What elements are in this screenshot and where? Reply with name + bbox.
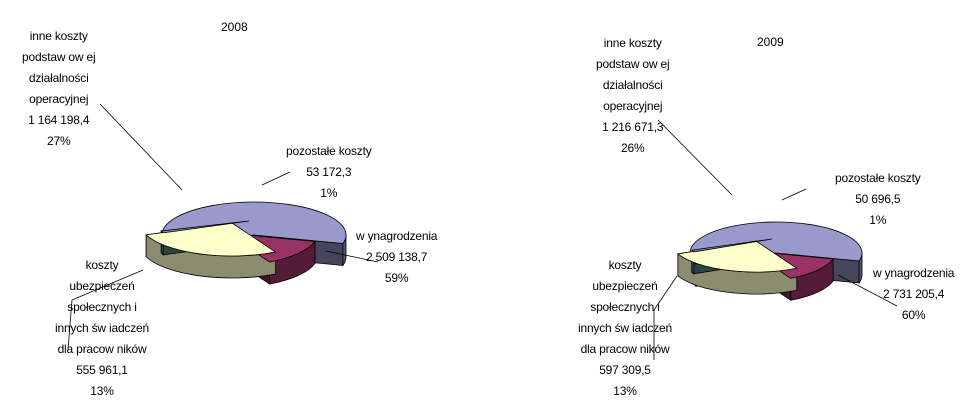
slice-percent: 60% <box>901 308 926 322</box>
leader-line-ubezpieczenia-1 <box>653 275 678 360</box>
slice-value: 53 172,3 <box>306 165 352 179</box>
slice-percent: 59% <box>384 271 409 285</box>
leader-line-pozostale-koszty-0 <box>261 171 291 186</box>
slice-name-line: działalności <box>28 71 89 85</box>
data-label-inne-koszty-0: inne koszty podstaw ow ej działalności oper… <box>22 26 96 152</box>
slice-name-line: innych św iadczeń <box>55 321 149 335</box>
chart-title-0: 2008 <box>221 20 248 34</box>
slice-name-line: podstaw ow ej <box>22 50 96 64</box>
data-label-pozostale-koszty-1: pozostałe koszty 50 696,5 1% <box>835 168 921 231</box>
slice-percent: 27% <box>47 134 71 148</box>
slice-value: 597 309,5 <box>599 363 651 377</box>
slice-name-line: działalności <box>602 78 663 92</box>
data-label-inne-koszty-1: inne koszty podstaw ow ej działalności oper… <box>596 33 670 159</box>
slice-name-line: w ynagrodzenia <box>356 229 438 243</box>
slice-name-line: pozostałe koszty <box>835 171 921 185</box>
slice-top-inne-koszty-1 <box>676 240 798 273</box>
data-label-pozostale-koszty-0: pozostałe koszty 53 172,3 1% <box>286 141 372 204</box>
slice-value: 1 216 671,3 <box>602 120 664 134</box>
slice-name-line: operacyjnej <box>29 92 89 106</box>
slice-name-line: innych św iadczeń <box>578 321 672 335</box>
leader-line-inne-koszty-0 <box>99 103 183 191</box>
slice-percent: 13% <box>613 384 637 398</box>
data-label-ubezpieczenia-1: koszty ubezpieczeń społecznych i innych św … <box>578 255 672 402</box>
leader-line-wynagrodzenia-1 <box>837 274 898 307</box>
slice-top-pozostale-koszty-1 <box>690 238 773 253</box>
slice-top-inne-koszty-0 <box>145 222 277 257</box>
leader-line-ubezpieczenia-0 <box>67 269 144 351</box>
slice-name-line: ubezpieczeń <box>69 279 135 293</box>
leader-line-inne-koszty-1 <box>657 119 733 196</box>
slice-name-line: społecznych i <box>590 300 660 314</box>
chart-title-1: 2009 <box>757 35 784 49</box>
slice-name-line: podstaw ow ej <box>596 57 670 71</box>
slice-value: 1 164 198,4 <box>28 113 90 127</box>
slice-name-line: operacyjnej <box>603 99 663 113</box>
pie-chart-2008 <box>145 201 347 285</box>
pie-chart-2009 <box>676 221 863 302</box>
slice-name-line: inne koszty <box>603 36 662 50</box>
slice-name-line: dla pracow ników <box>580 342 670 356</box>
slice-percent: 26% <box>621 141 645 155</box>
slice-name-line: w ynagrodzenia <box>873 266 955 280</box>
leader-line-pozostale-koszty-1 <box>781 188 807 201</box>
slice-name-line: ubezpieczeń <box>592 279 658 293</box>
slice-name-line: inne koszty <box>29 29 88 43</box>
slice-value: 2 509 138,7 <box>366 250 428 264</box>
data-label-wynagrodzenia-0: w ynagrodzenia 2 509 138,7 59% <box>356 226 437 289</box>
data-label-ubezpieczenia-0: koszty ubezpieczeń społecznych i innych św … <box>55 255 149 402</box>
slice-value: 2 731 205,4 <box>883 287 945 301</box>
slice-percent: 13% <box>90 384 114 398</box>
slice-name-line: pozostałe koszty <box>286 144 372 158</box>
slice-percent: 1% <box>869 213 887 227</box>
slice-name-line: społecznych i <box>67 300 137 314</box>
slice-name-line: koszty <box>85 258 119 272</box>
slice-percent: 1% <box>320 186 338 200</box>
slice-name-line: dla pracow ników <box>57 342 147 356</box>
leader-line-wynagrodzenia-0 <box>325 250 379 263</box>
slice-top-pozostale-koszty-0 <box>160 220 250 234</box>
slice-value: 50 696,5 <box>855 192 901 206</box>
slice-value: 555 961,1 <box>76 363 128 377</box>
data-label-wynagrodzenia-1: w ynagrodzenia 2 731 205,4 60% <box>873 263 954 326</box>
slice-name-line: koszty <box>608 258 642 272</box>
